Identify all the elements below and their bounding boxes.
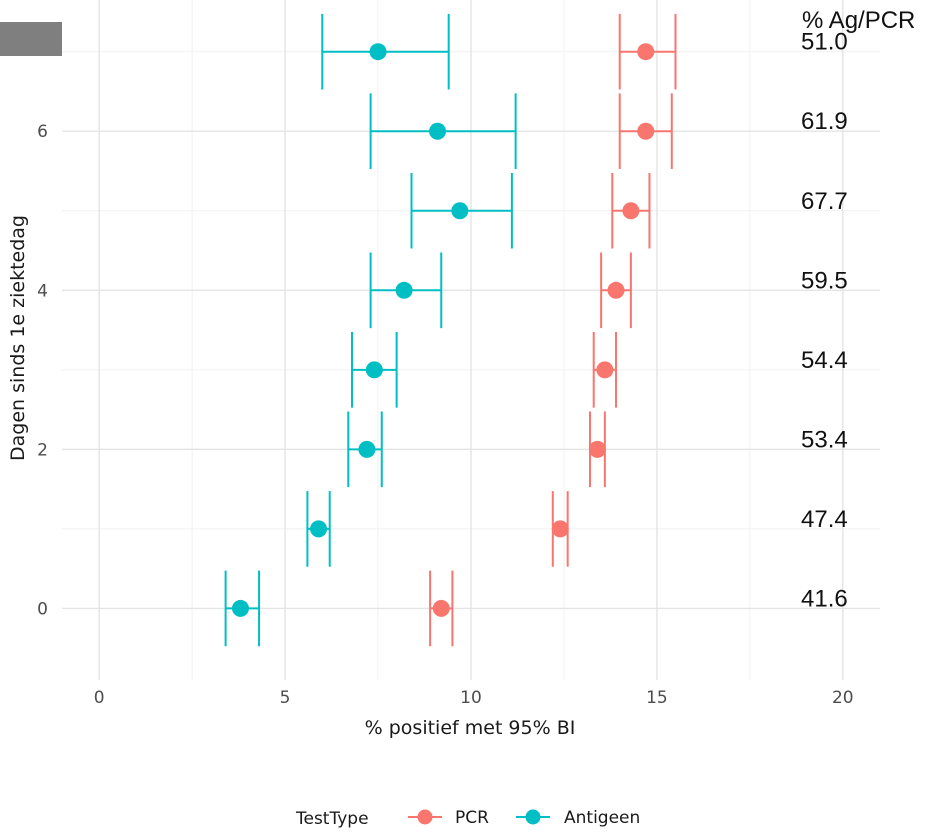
ratio-label: 41.6 [801, 585, 848, 612]
grid [62, 0, 880, 680]
ratio-label: 61.9 [801, 108, 848, 135]
y-axis-title: Dagen sinds 1e ziektedag [7, 215, 29, 461]
legend-title: TestType [295, 809, 369, 829]
x-tick-label: 15 [646, 688, 668, 708]
data-point [622, 202, 640, 220]
data-point [358, 440, 376, 458]
series-antigeen [224, 13, 517, 647]
ratio-header: % Ag/PCR [802, 7, 915, 34]
y-tick-label: 0 [37, 599, 48, 619]
legend-label: PCR [455, 808, 489, 828]
legend-key-point [525, 809, 541, 825]
data-point [596, 361, 614, 379]
ratio-label: 67.7 [801, 188, 848, 215]
data-point [429, 122, 447, 140]
data-point [395, 281, 413, 299]
x-axis-title: % positief met 95% BI [365, 717, 576, 739]
ratio-label: 53.4 [801, 426, 848, 453]
data-point [588, 440, 606, 458]
series-pcr [429, 13, 677, 647]
data-point [551, 520, 569, 538]
ratio-label: 51.0 [801, 29, 848, 56]
data-point [451, 202, 469, 220]
axis-ticks: 0 5 10 15 20 0 2 4 6 [37, 122, 853, 708]
ratio-column: % Ag/PCR 41.6 47.4 53.4 54.4 59.5 67.7 61.9 51.… [801, 7, 915, 612]
redaction-block [0, 22, 62, 56]
ratio-label: 54.4 [801, 347, 848, 374]
x-tick-label: 10 [460, 688, 482, 708]
chart-marks [224, 13, 677, 647]
data-point [369, 43, 387, 61]
x-tick-label: 0 [94, 688, 105, 708]
legend-key-point [417, 809, 433, 825]
data-point [231, 599, 249, 617]
data-point [607, 281, 625, 299]
y-tick-label: 6 [37, 122, 48, 142]
x-tick-label: 20 [832, 688, 854, 708]
y-tick-label: 4 [37, 281, 48, 301]
ratio-label: 47.4 [801, 506, 848, 533]
data-point [637, 122, 655, 140]
data-point [310, 520, 328, 538]
data-point [432, 599, 450, 617]
ratio-label: 59.5 [801, 267, 848, 294]
data-point [365, 361, 383, 379]
x-tick-label: 5 [280, 688, 291, 708]
data-point [637, 43, 655, 61]
legend-label: Antigeen [564, 808, 640, 828]
legend: TestType PCR Antigeen [295, 808, 640, 829]
y-tick-label: 2 [37, 440, 48, 460]
